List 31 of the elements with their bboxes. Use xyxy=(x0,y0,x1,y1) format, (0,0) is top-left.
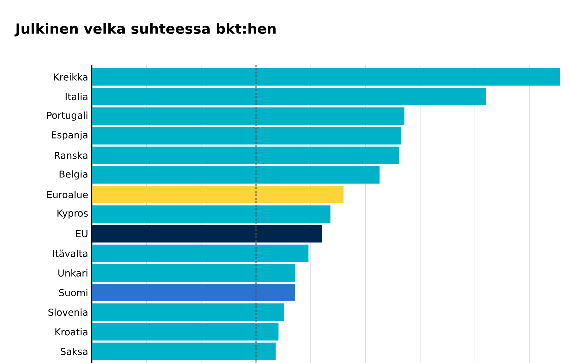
bar xyxy=(92,166,380,184)
bar xyxy=(92,68,560,86)
y-tick-label: Slovenia xyxy=(48,308,88,316)
y-tick-label: Italia xyxy=(66,93,88,100)
bar xyxy=(92,225,322,243)
bar xyxy=(92,284,296,302)
bar xyxy=(92,323,279,341)
bar xyxy=(92,264,296,282)
bar xyxy=(92,146,400,164)
bar xyxy=(92,342,276,360)
bar xyxy=(92,304,284,322)
y-tick-label: Suomi xyxy=(59,289,88,296)
y-tick-label: Kreikka xyxy=(54,73,88,81)
bar xyxy=(92,244,309,262)
y-tick-label: Euroalue xyxy=(48,191,88,198)
bar xyxy=(92,108,405,126)
y-tick-label: Unkari xyxy=(58,270,88,277)
bar xyxy=(92,206,331,224)
y-tick-label: Kypros xyxy=(58,210,88,219)
y-tick-label: Portugali xyxy=(47,112,88,121)
y-tick-label: Belgia xyxy=(60,170,88,180)
y-tick-label: EU xyxy=(76,230,88,238)
y-tick-label: Kroatia xyxy=(56,328,88,336)
y-tick-label: Itävalta xyxy=(53,250,88,258)
y-tick-label: Ranska xyxy=(55,152,88,160)
bar xyxy=(92,88,486,106)
bar xyxy=(92,186,344,204)
y-tick-label: Espanja xyxy=(52,131,88,141)
bar xyxy=(92,127,402,145)
y-tick-label: Saksa xyxy=(60,348,88,356)
chart-title: Julkinen velka suhteessa bkt:hen xyxy=(14,23,276,37)
